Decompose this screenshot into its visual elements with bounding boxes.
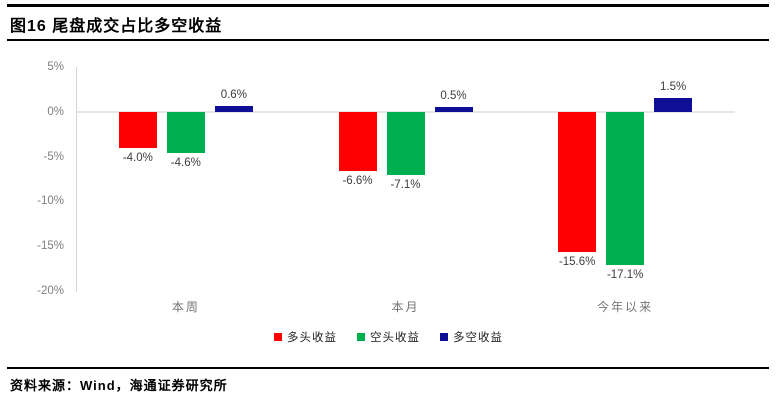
bar-long-return [118, 111, 157, 148]
x-axis-category-label: 今年以来 [597, 300, 654, 314]
y-axis-tick-label: -10% [37, 195, 64, 208]
y-axis-tick-label: -5% [43, 150, 64, 163]
x-axis-category-label: 本月 [391, 300, 420, 314]
chart-legend: 多头收益 空头收益 多空收益 [0, 329, 777, 345]
bar-value-label: -7.1% [390, 179, 421, 192]
legend-swatch-navy [440, 333, 448, 341]
bar-short-return [166, 111, 205, 153]
y-axis-tick-label: -20% [37, 285, 64, 297]
bar-long-short-return [214, 106, 253, 112]
legend-label: 空头收益 [370, 332, 420, 344]
y-axis-line [76, 67, 77, 292]
y-axis-tick-label: -15% [37, 240, 64, 253]
bar-short-return [606, 111, 645, 265]
bar-value-label: -15.6% [558, 255, 596, 268]
legend-item-short-return: 空头收益 [357, 329, 420, 345]
bar-long-return [558, 111, 597, 252]
bar-value-label: -4.6% [170, 157, 201, 170]
bar-value-label: -6.6% [342, 174, 373, 187]
bar-value-label: -17.1% [606, 269, 644, 282]
bar-short-return [386, 111, 425, 176]
y-axis-tick-label: 5% [47, 61, 64, 73]
footer-rule [7, 367, 769, 369]
bar-long-short-return [434, 107, 473, 112]
bar-value-label: 0.6% [220, 89, 247, 102]
source-note: 资料来源：Wind，海通证券研究所 [10, 378, 228, 393]
title-underline-rule [7, 39, 769, 41]
bar-long-return [338, 111, 377, 171]
legend-label: 多空收益 [453, 332, 503, 344]
bar-long-short-return [654, 98, 693, 112]
legend-item-long-return: 多头收益 [274, 329, 337, 345]
bar-value-label: 0.5% [440, 90, 467, 103]
figure-top-rule [7, 4, 769, 7]
legend-swatch-green [357, 333, 365, 341]
figure-title: 图16 尾盘成交占比多空收益 [10, 18, 223, 35]
legend-label: 多头收益 [287, 332, 337, 344]
y-axis-tick-label: 0% [47, 105, 64, 118]
x-axis-category-label: 本周 [171, 300, 200, 314]
bar-value-label: 1.5% [660, 81, 687, 94]
legend-item-long-short-return: 多空收益 [440, 329, 503, 345]
legend-swatch-red [274, 333, 282, 341]
bar-value-label: -4.0% [122, 151, 153, 164]
